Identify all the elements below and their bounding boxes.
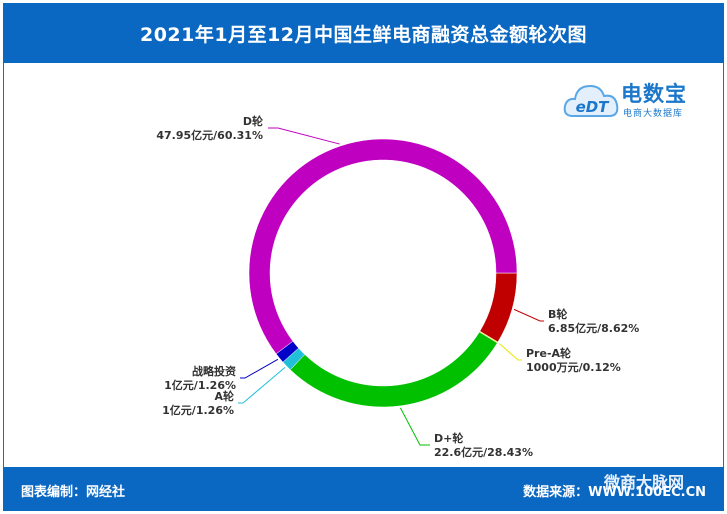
slice-label-name: D+轮 (434, 431, 463, 445)
slice-label-value: 1000万元/0.12% (526, 361, 621, 374)
slice-D+轮 (289, 331, 498, 408)
slice-label-name: B轮 (548, 307, 567, 321)
footer-credit: 图表编制：网经社 (21, 485, 126, 500)
logo-mark: eDT (576, 98, 611, 116)
footer-source: 数据来源：WWW.100EC.CN (523, 485, 706, 500)
cloud-icon: eDT (563, 84, 619, 117)
leader-line (240, 358, 279, 379)
slice-label-value: 47.95亿元/60.31% (156, 128, 263, 142)
logo-subtitle: 电商大数据库 (623, 109, 684, 119)
slice-B轮 (479, 272, 518, 343)
leader-line (498, 343, 522, 361)
slice-label-value: 1亿元/1.26% (164, 378, 236, 392)
slice-label-name: D轮 (243, 114, 263, 128)
logo-brand: 电数宝 (621, 82, 687, 106)
watermark-text: 微商大脉网 (603, 473, 684, 492)
slice-label-value: 1亿元/1.26% (162, 403, 234, 417)
chart-frame (3, 3, 724, 511)
slice-D轮 (248, 138, 518, 355)
slice-label-value: 22.6亿元/28.43% (434, 445, 533, 459)
slice-label-name: Pre-A轮 (526, 346, 571, 360)
slice-label-value: 6.85亿元/8.62% (548, 321, 639, 335)
leader-line (238, 366, 286, 404)
slice-label-name: 战略投资 (192, 364, 236, 378)
slice-label-name: A轮 (214, 389, 234, 403)
leader-line (513, 308, 544, 322)
footer-bar: 图表编制：网经社 微商大脉网 数据来源：WWW.100EC.CN (3, 467, 724, 511)
edt-logo: eDT 电数宝 电商大数据库 (563, 72, 693, 126)
leader-line (399, 407, 430, 446)
chart-title: 2021年1月至12月中国生鲜电商融资总金额轮次图 (139, 23, 588, 46)
leader-line (268, 127, 340, 145)
chart-title-bar: 2021年1月至12月中国生鲜电商融资总金额轮次图 (3, 3, 724, 63)
